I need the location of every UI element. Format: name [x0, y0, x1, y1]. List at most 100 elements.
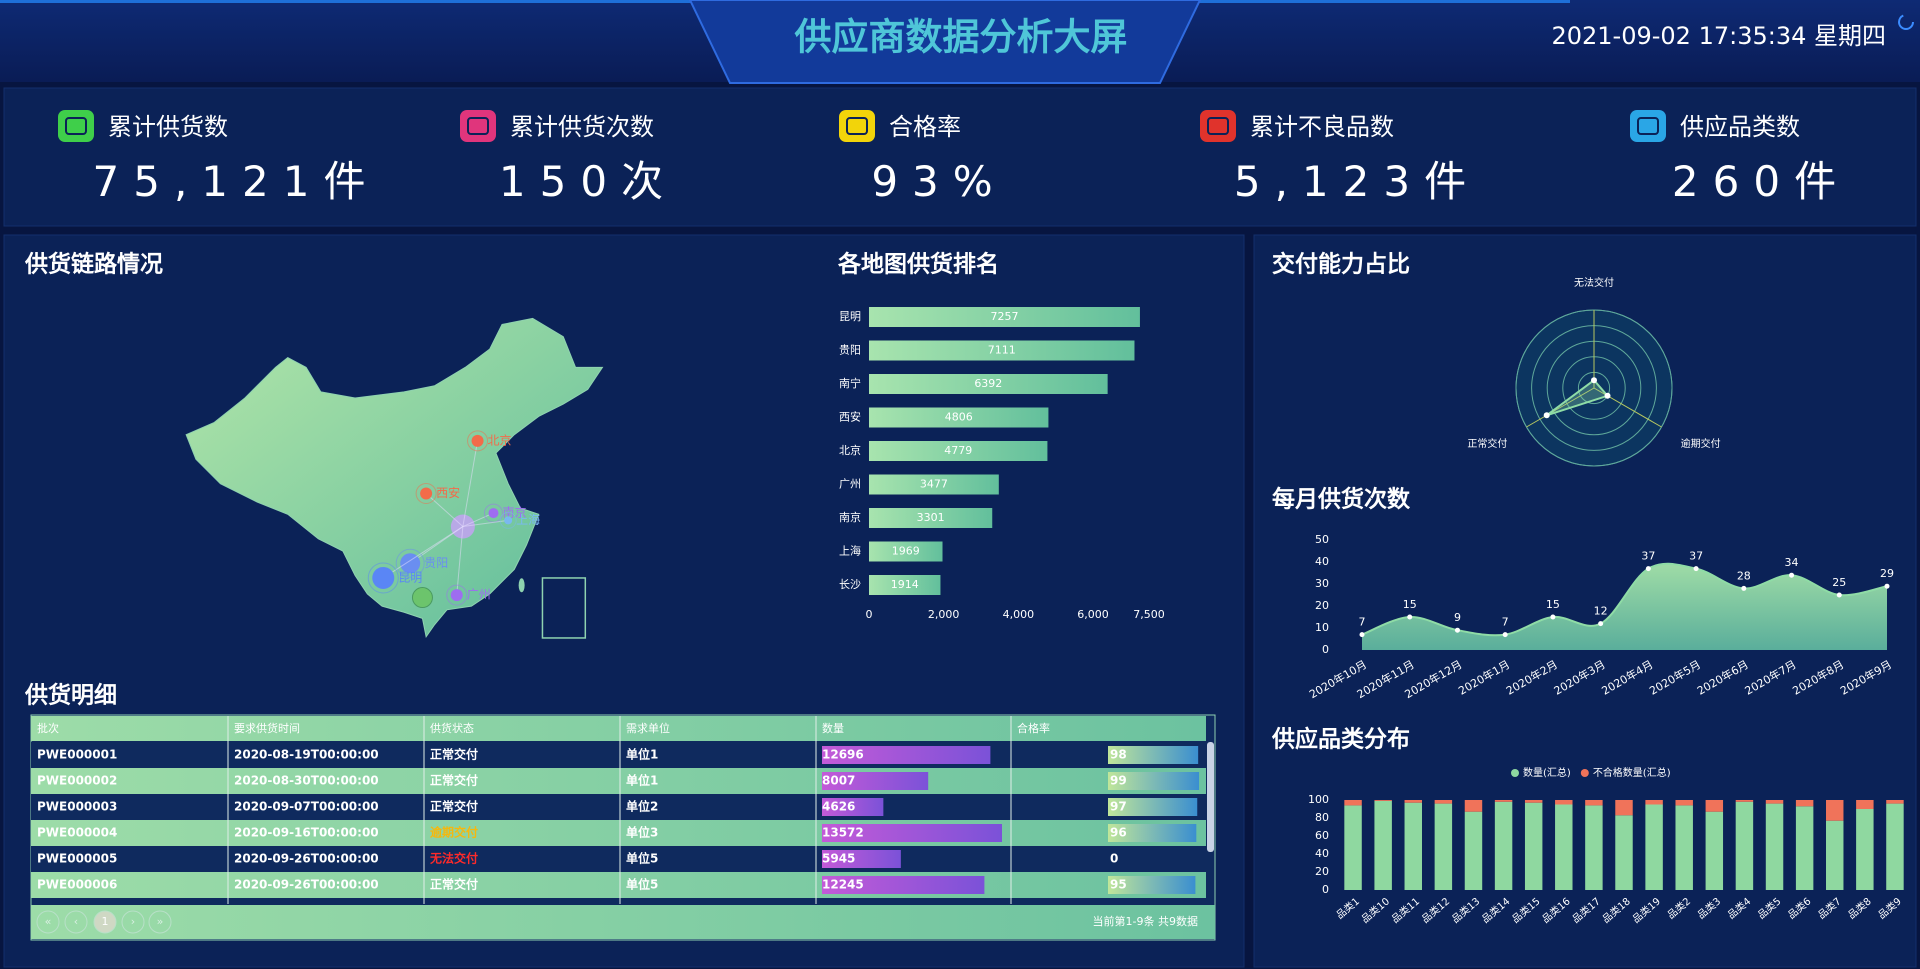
page-arrow: ›	[131, 915, 135, 928]
bar	[869, 340, 1135, 361]
map-shape	[185, 317, 604, 638]
column-header: 供货状态	[430, 721, 474, 735]
table-cell: 98	[1110, 748, 1127, 762]
point	[1789, 572, 1795, 578]
bar-segment	[1826, 820, 1844, 890]
kpi-unit: 件	[323, 157, 379, 206]
table-cell: 2020-08-19T00:00:00	[234, 748, 379, 762]
value-label: 7	[1502, 616, 1509, 629]
chart-title: 每月供货次数	[1272, 486, 1411, 513]
y-tick-label: 南京	[839, 510, 861, 524]
table-cell: 97	[1110, 800, 1127, 814]
quantity-bar	[822, 772, 929, 790]
table-cell: PWE000006	[37, 878, 117, 892]
bar-segment	[1344, 800, 1362, 806]
legend-swatch	[1511, 769, 1519, 777]
bar-segment	[1494, 800, 1513, 802]
page-arrow: «	[45, 915, 52, 928]
city-label: 贵阳	[424, 556, 448, 570]
y-tick-label: 广州	[839, 478, 861, 491]
bar-segment	[1374, 800, 1392, 890]
y-tick-label: 100	[1308, 793, 1329, 806]
quantity-bar	[822, 824, 1002, 842]
page-button[interactable]	[148, 910, 172, 934]
radar-label: 正常交付	[1467, 437, 1507, 450]
kpi-icon	[58, 110, 94, 142]
y-tick-label: 上海	[839, 544, 861, 558]
value-label: 25	[1832, 576, 1846, 589]
kpi-unit: 件	[1424, 157, 1480, 206]
bar-segment	[1585, 800, 1603, 806]
bar-segment	[1675, 805, 1693, 890]
kpi-unit: %	[953, 157, 1007, 206]
table-cell: 正常交付	[430, 877, 478, 892]
y-tick-label: 昆明	[839, 310, 861, 323]
page-button[interactable]	[64, 910, 88, 934]
page-button[interactable]	[121, 910, 145, 934]
y-tick-label: 北京	[839, 443, 861, 457]
kpi-icon-detail	[1207, 117, 1229, 135]
bar	[869, 508, 993, 528]
y-tick-label: 40	[1315, 847, 1329, 860]
flow-line	[462, 512, 494, 527]
city-marker	[400, 553, 421, 574]
kpi-icon-detail	[467, 117, 489, 135]
page-button[interactable]	[36, 910, 60, 934]
flow-line	[462, 440, 479, 527]
quantity-bar	[822, 876, 985, 894]
column-header: 要求供货时间	[234, 721, 300, 735]
value-label: 3301	[917, 511, 945, 524]
y-tick-label: 20	[1315, 865, 1329, 878]
city-ring	[367, 562, 399, 594]
bar-segment	[1434, 800, 1453, 804]
table-row	[31, 846, 1206, 872]
bar	[869, 374, 1108, 394]
kpi-unit: 次	[621, 157, 677, 206]
bar-segment	[1434, 803, 1453, 890]
table-cell: 12245	[822, 878, 864, 892]
point	[1359, 632, 1365, 638]
column-header: 批次	[37, 721, 59, 735]
city-ring	[415, 482, 437, 504]
radar-area	[1546, 378, 1610, 417]
island	[518, 578, 525, 593]
table-cell: 2020-09-07T00:00:00	[234, 800, 379, 814]
table-cell: PWE000003	[37, 800, 117, 814]
point	[1502, 632, 1508, 638]
page-summary: 当前第1-9条 共9数据	[1093, 914, 1198, 928]
value-label: 29	[1880, 567, 1894, 580]
bar-segment	[1404, 800, 1422, 803]
bar-segment	[1645, 800, 1663, 805]
quantity-bar	[822, 746, 991, 764]
y-tick-label: 0	[1322, 643, 1329, 656]
city-marker	[420, 487, 433, 500]
city-marker	[450, 589, 463, 602]
point	[1645, 566, 1651, 572]
bar	[869, 541, 943, 562]
column-header: 数量	[822, 722, 844, 735]
table-cell: 正常交付	[430, 747, 478, 762]
value-label: 7111	[988, 344, 1016, 357]
x-tick-label: 4,000	[1003, 608, 1035, 621]
city-ring	[499, 511, 517, 529]
y-tick-label: 长沙	[839, 578, 861, 591]
flow-line	[425, 493, 464, 527]
page-arrow: »	[157, 915, 164, 928]
legend-swatch	[1580, 769, 1589, 777]
page-current[interactable]	[93, 910, 117, 934]
radar-spoke	[1526, 387, 1595, 428]
y-tick-label: 20	[1315, 599, 1329, 612]
point	[1454, 627, 1460, 633]
bar-segment	[1765, 803, 1784, 890]
kpi-value: 150次	[499, 157, 677, 206]
table-cell: 2020-08-30T00:00:00	[234, 774, 379, 788]
quantity-bar	[822, 798, 884, 816]
radar-point	[1604, 392, 1611, 399]
value-label: 7	[1359, 616, 1366, 629]
kpi-value: 260件	[1672, 157, 1850, 206]
value-label: 4806	[945, 411, 973, 424]
x-tick-label: 0	[866, 608, 873, 621]
table-cell: 5945	[822, 852, 855, 866]
